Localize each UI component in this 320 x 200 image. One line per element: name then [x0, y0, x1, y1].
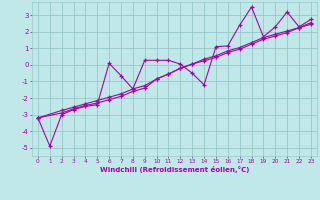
- X-axis label: Windchill (Refroidissement éolien,°C): Windchill (Refroidissement éolien,°C): [100, 166, 249, 173]
